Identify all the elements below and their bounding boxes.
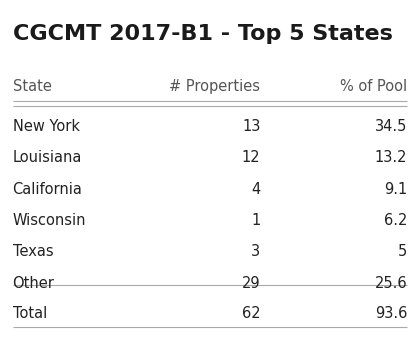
Text: 1: 1: [251, 213, 260, 228]
Text: 3: 3: [251, 244, 260, 259]
Text: 5: 5: [398, 244, 407, 259]
Text: Other: Other: [13, 276, 55, 290]
Text: New York: New York: [13, 119, 80, 134]
Text: 29: 29: [242, 276, 260, 290]
Text: Wisconsin: Wisconsin: [13, 213, 86, 228]
Text: 62: 62: [242, 306, 260, 321]
Text: # Properties: # Properties: [169, 79, 260, 94]
Text: 34.5: 34.5: [375, 119, 407, 134]
Text: % of Pool: % of Pool: [340, 79, 407, 94]
Text: Texas: Texas: [13, 244, 53, 259]
Text: 13.2: 13.2: [375, 150, 407, 165]
Text: 13: 13: [242, 119, 260, 134]
Text: 93.6: 93.6: [375, 306, 407, 321]
Text: Louisiana: Louisiana: [13, 150, 82, 165]
Text: Total: Total: [13, 306, 47, 321]
Text: California: California: [13, 182, 82, 196]
Text: 12: 12: [242, 150, 260, 165]
Text: CGCMT 2017-B1 - Top 5 States: CGCMT 2017-B1 - Top 5 States: [13, 24, 392, 43]
Text: 6.2: 6.2: [384, 213, 407, 228]
Text: 4: 4: [251, 182, 260, 196]
Text: 9.1: 9.1: [384, 182, 407, 196]
Text: 25.6: 25.6: [375, 276, 407, 290]
Text: State: State: [13, 79, 52, 94]
